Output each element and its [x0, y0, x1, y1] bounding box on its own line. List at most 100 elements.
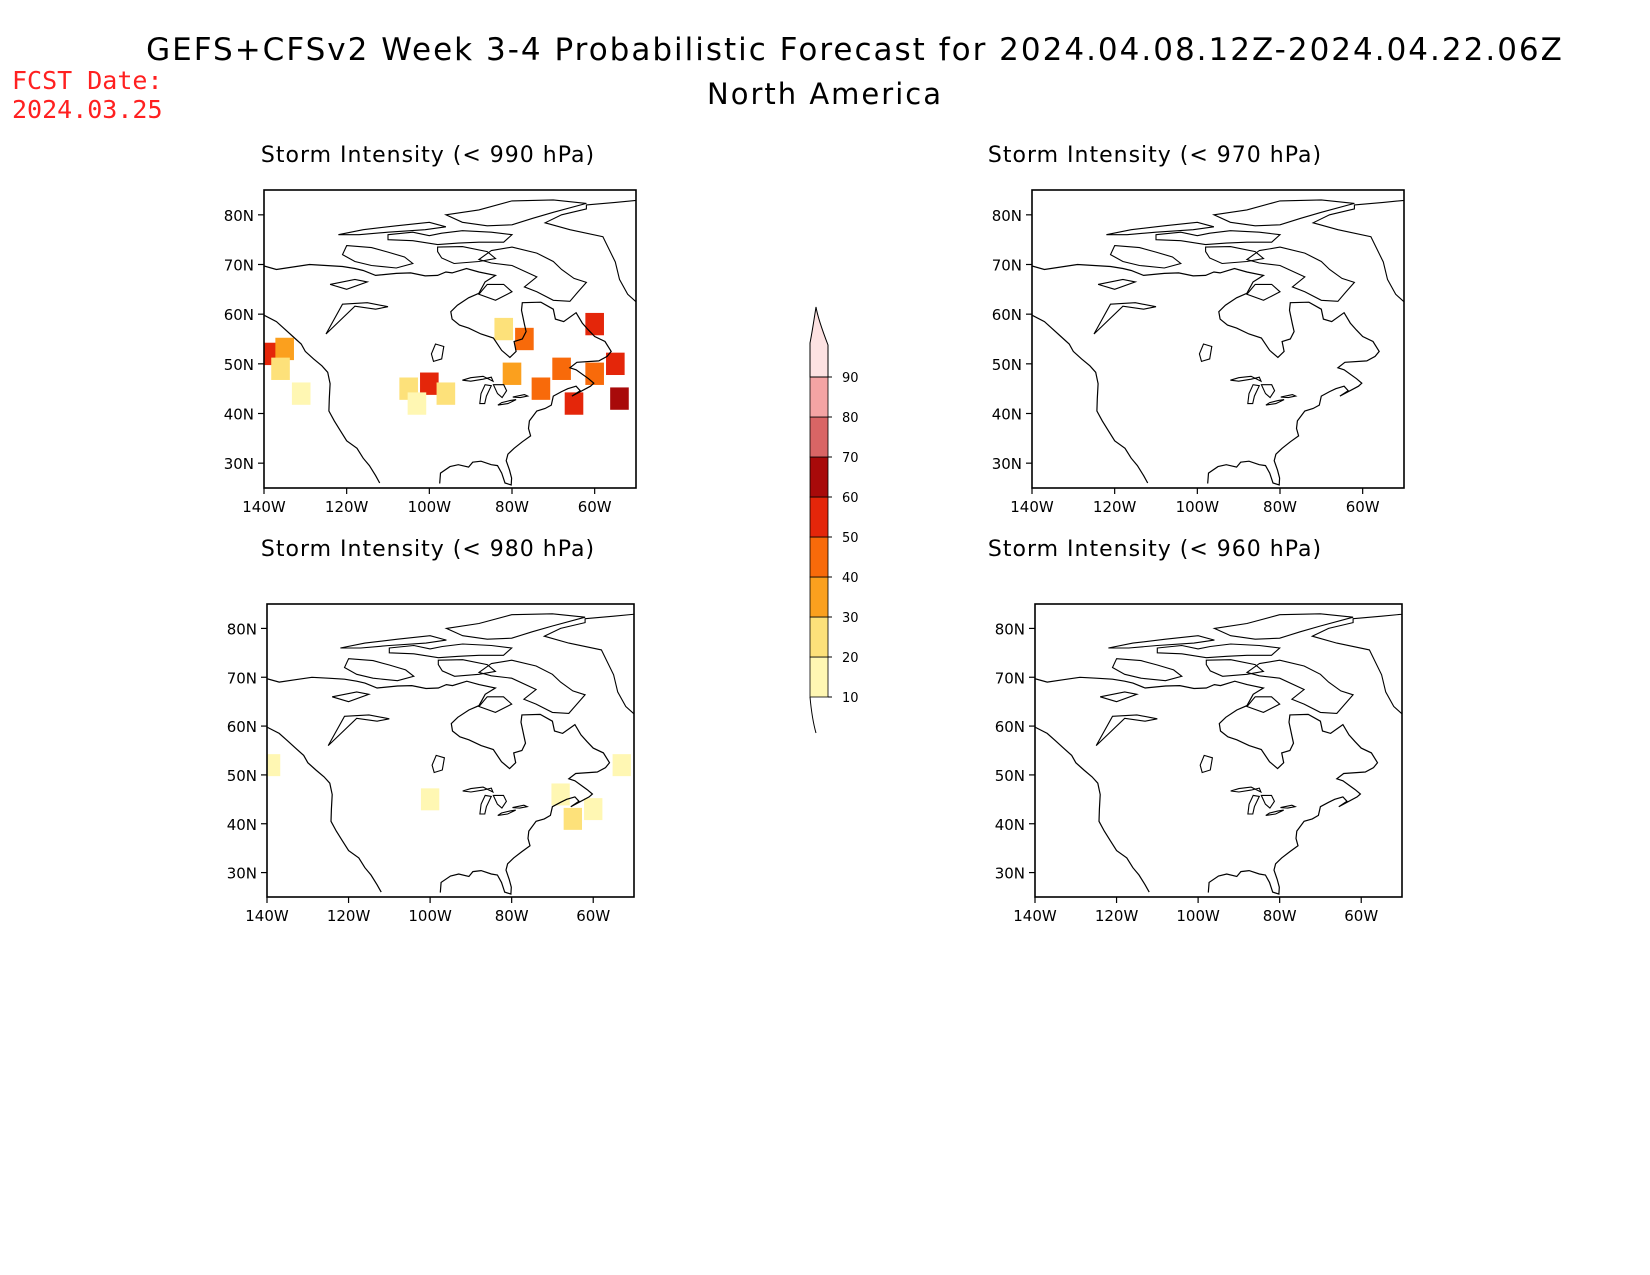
coastline-west: [264, 314, 381, 484]
panel-title-990: Storm Intensity (< 990 hPa): [260, 143, 596, 168]
coastline-east: [1032, 263, 1380, 486]
coastline-east: [264, 263, 612, 486]
map-panel-p970: 80N 70N 60N 50N 40N 30N 140W 120W 100W 80W 60W: [992, 189, 1405, 516]
lake-outline: [1095, 714, 1158, 746]
lon-tick-label: 80W: [495, 498, 529, 516]
figure-title: GEFS+CFSv2 Week 3-4 Probabilistic Foreca…: [146, 32, 1564, 68]
lake-outline: [431, 754, 446, 774]
lat-tick-label: 80N: [224, 207, 254, 225]
lat-tick-label: 70N: [227, 669, 257, 687]
lon-tick-label: 80W: [1263, 907, 1297, 925]
colorbar-label: 60: [842, 491, 859, 506]
island-outline: [1311, 199, 1404, 303]
island-outline: [543, 199, 636, 303]
colorbar-label: 10: [842, 691, 859, 706]
island-outline: [437, 246, 497, 265]
lake-outline: [1247, 384, 1261, 405]
island-outline: [478, 696, 513, 713]
prob-cell: [436, 382, 456, 405]
island-outline: [1155, 230, 1282, 246]
lon-tick-label: 120W: [1093, 498, 1137, 516]
lon-tick-label: 100W: [1176, 907, 1220, 925]
map-panel-p960: 80N 70N 60N 50N 40N 30N 140W 120W 100W 80W 60W: [995, 603, 1403, 925]
coastline-east: [1035, 676, 1379, 895]
lon-tick-label: 140W: [242, 498, 286, 516]
prob-cell: [494, 317, 514, 341]
island-outline: [1205, 246, 1265, 265]
prob-cell: [606, 352, 625, 376]
prob-cell: [502, 362, 522, 385]
island-outline: [343, 658, 416, 682]
lat-tick-label: 30N: [224, 455, 254, 473]
lake-outline: [1280, 804, 1298, 809]
lake-outline: [1097, 278, 1138, 290]
lake-outline: [1230, 375, 1263, 383]
prob-cell: [584, 798, 603, 821]
prob-cell: [420, 788, 440, 811]
prob-cell: [585, 312, 604, 336]
lake-outline: [430, 343, 445, 363]
island-outline: [542, 613, 634, 715]
fcst-date-value: 2024.03.25: [12, 95, 163, 124]
lon-tick-label: 80W: [1263, 498, 1297, 516]
island-outline: [477, 246, 588, 302]
island-outline: [1111, 658, 1184, 682]
lake-outline: [329, 278, 370, 290]
lat-tick-label: 50N: [224, 356, 254, 374]
lon-tick-label: 120W: [325, 498, 369, 516]
coastline-west: [267, 726, 382, 893]
coastline-east: [267, 676, 611, 895]
panel-title-960: Storm Intensity (< 960 hPa): [987, 537, 1323, 562]
island-outline: [1211, 199, 1355, 227]
coastline-west: [1035, 726, 1150, 893]
lake-outline: [1093, 302, 1157, 335]
lat-tick-label: 50N: [992, 356, 1022, 374]
lake-outline: [492, 384, 508, 399]
lat-tick-label: 60N: [224, 306, 254, 324]
fcst-date-label: FCST Date:: [12, 66, 163, 95]
prob-cell: [612, 754, 631, 777]
island-outline: [1106, 221, 1215, 236]
lake-outline: [1260, 384, 1276, 399]
colorbar-segment: [809, 616, 829, 658]
lat-tick-label: 70N: [224, 257, 254, 275]
island-outline: [1212, 613, 1354, 640]
prob-cell: [515, 327, 534, 351]
map-panel-p980: 80N 70N 60N 50N 40N 30N 140W 120W 100W 80W 60W: [227, 603, 635, 925]
colorbar-segment: [809, 416, 829, 458]
lake-outline: [479, 794, 493, 815]
colorbar-label: 50: [842, 531, 859, 546]
lake-outline: [512, 394, 530, 399]
colorbar-label: 70: [842, 451, 859, 466]
colorbar-label: 80: [842, 411, 859, 426]
lat-tick-label: 60N: [992, 306, 1022, 324]
colorbar-label: 30: [842, 611, 859, 626]
island-outline: [1245, 659, 1355, 714]
lat-tick-label: 80N: [227, 620, 257, 638]
lon-tick-label: 120W: [1095, 907, 1139, 925]
colorbar-segment: [809, 456, 829, 498]
lat-tick-label: 80N: [995, 620, 1025, 638]
island-outline: [340, 635, 447, 649]
island-outline: [1205, 659, 1265, 677]
prob-cell: [552, 357, 571, 380]
island-outline: [1245, 283, 1281, 301]
prob-cell: [531, 377, 551, 400]
lon-tick-label: 140W: [245, 907, 289, 925]
lat-tick-label: 30N: [992, 455, 1022, 473]
prob-cell: [291, 382, 311, 405]
lon-tick-label: 60W: [1346, 498, 1380, 516]
lake-outline: [327, 714, 390, 746]
prob-cell: [564, 392, 584, 415]
island-outline: [1310, 613, 1402, 715]
lake-outline: [512, 804, 530, 809]
lake-outline: [462, 375, 495, 383]
prob-cell: [585, 362, 604, 385]
island-outline: [444, 613, 586, 640]
colorbar-label: 90: [842, 371, 859, 386]
colorbar-segment: [809, 306, 829, 378]
lon-tick-label: 60W: [578, 498, 612, 516]
lake-outline: [1230, 786, 1262, 794]
colorbar-segment: [809, 576, 829, 618]
